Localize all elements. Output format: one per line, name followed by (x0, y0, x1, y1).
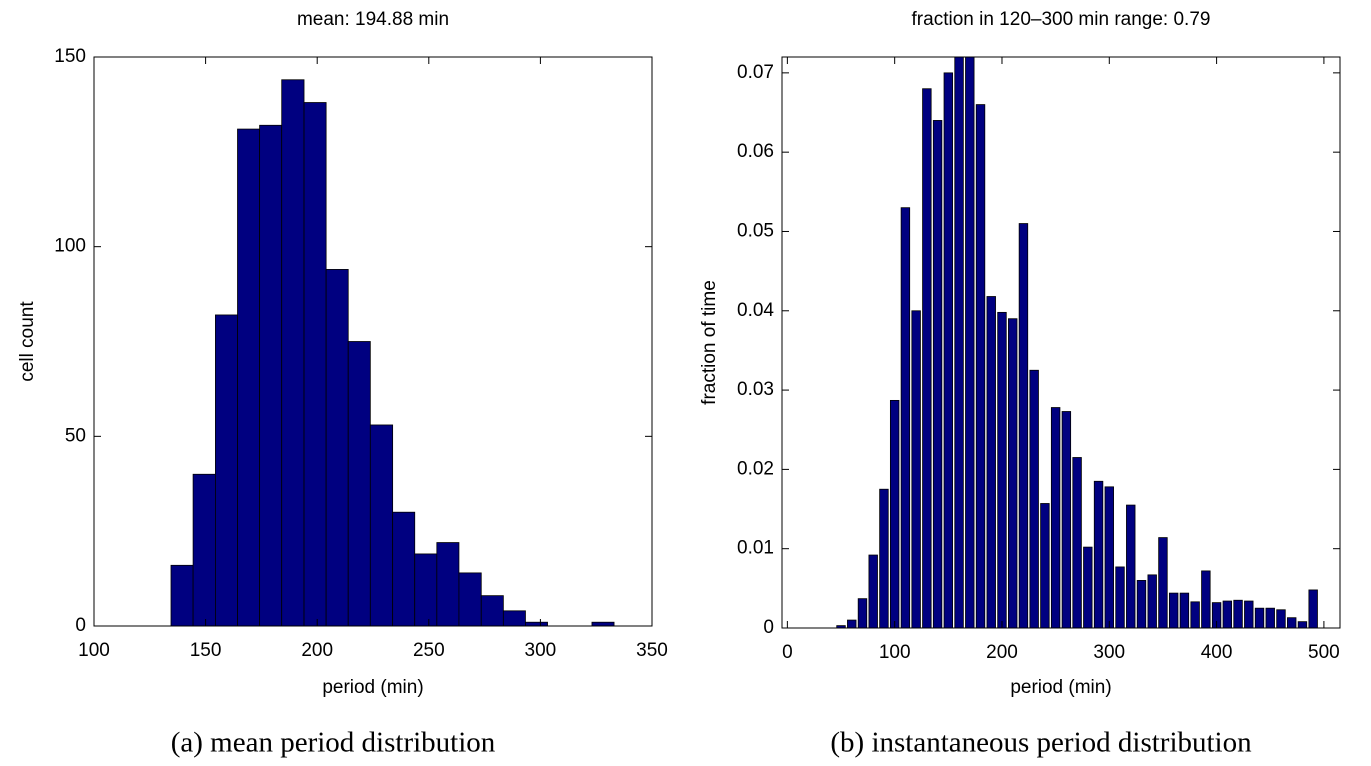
bar (1168, 592, 1179, 629)
x-tick-label: 500 (1308, 642, 1340, 663)
y-tick-label: 0.06 (737, 141, 774, 162)
caption: (a) mean period distribution (171, 727, 496, 759)
y-tick-label: 0.03 (737, 379, 774, 400)
bar (1158, 537, 1168, 629)
bar (1029, 369, 1039, 629)
bar (900, 207, 911, 629)
x-tick-label: 250 (413, 640, 445, 661)
bar (1147, 574, 1157, 629)
y-tick-label: 0 (763, 617, 774, 638)
bar (922, 88, 932, 629)
y-tick-label: 0 (75, 615, 86, 636)
bar (1254, 607, 1265, 629)
bar (879, 488, 889, 629)
x-tick-label: 350 (636, 640, 668, 661)
bar (170, 564, 194, 627)
bar (868, 554, 878, 629)
bar (932, 120, 943, 629)
bar (1297, 621, 1308, 629)
bar (847, 619, 857, 629)
bar (1061, 411, 1072, 629)
bar (965, 56, 975, 629)
bar (325, 269, 349, 627)
bar (1093, 480, 1104, 629)
bar (1276, 609, 1286, 629)
bar (857, 598, 868, 629)
bar (237, 128, 261, 627)
bar (1008, 318, 1018, 629)
bar (1083, 546, 1093, 629)
bar (525, 621, 548, 627)
x-tick-label: 200 (986, 642, 1018, 663)
bar (997, 311, 1007, 629)
bar (911, 310, 921, 629)
y-tick-label: 150 (54, 46, 86, 67)
bar (259, 124, 283, 627)
bar (414, 553, 438, 627)
bar (1287, 617, 1297, 629)
bar (392, 511, 416, 627)
bar (1190, 601, 1200, 629)
y-axis-label: fraction of time (699, 280, 720, 405)
x-tick-label: 200 (301, 640, 333, 661)
bar (1244, 600, 1254, 629)
chart-title: mean: 194.88 min (297, 9, 449, 30)
bar (1308, 589, 1318, 629)
bar (303, 102, 327, 627)
x-tick-label: 0 (782, 642, 793, 663)
bar (1104, 486, 1114, 629)
bar (1115, 566, 1125, 629)
x-axis-label: period (min) (322, 677, 423, 698)
bar (436, 542, 460, 627)
bar (943, 72, 954, 629)
x-tick-label: 300 (1093, 642, 1125, 663)
y-tick-label: 50 (65, 425, 86, 446)
y-tick-label: 0.05 (737, 220, 774, 241)
bar (480, 595, 504, 627)
x-tick-label: 300 (525, 640, 557, 661)
bar (215, 314, 238, 627)
y-tick-label: 0.01 (737, 538, 774, 559)
y-axis-label: cell count (17, 301, 38, 382)
x-tick-label: 100 (78, 640, 110, 661)
bar (975, 104, 986, 629)
bar (1050, 407, 1061, 629)
bar (1222, 600, 1233, 629)
bar (889, 399, 900, 629)
bar (1072, 457, 1082, 629)
bar (954, 56, 964, 629)
bar (1126, 504, 1136, 629)
chart-title: fraction in 120–300 min range: 0.79 (912, 9, 1211, 30)
bar (458, 572, 482, 627)
bar (1136, 580, 1147, 629)
bar (1018, 223, 1029, 629)
y-tick-label: 0.02 (737, 458, 774, 479)
plot-frame (93, 56, 653, 627)
bar (1040, 503, 1050, 629)
bar (1201, 570, 1211, 629)
bar (1179, 592, 1190, 629)
y-tick-label: 100 (54, 236, 86, 257)
bar (347, 341, 371, 627)
bar (1233, 599, 1243, 629)
x-tick-label: 100 (879, 642, 911, 663)
caption: (b) instantaneous period distribution (830, 727, 1252, 759)
bar (591, 621, 615, 627)
x-axis-label: period (min) (1010, 677, 1111, 698)
bar (281, 79, 305, 627)
bar (986, 296, 996, 629)
x-tick-label: 400 (1201, 642, 1233, 663)
y-tick-label: 0.04 (737, 300, 774, 321)
x-tick-label: 150 (190, 640, 222, 661)
bar (502, 610, 526, 627)
plot-frame (781, 56, 1341, 629)
bar (192, 473, 216, 627)
bar (369, 424, 394, 627)
bar (1265, 607, 1275, 629)
y-tick-label: 0.07 (737, 62, 774, 83)
